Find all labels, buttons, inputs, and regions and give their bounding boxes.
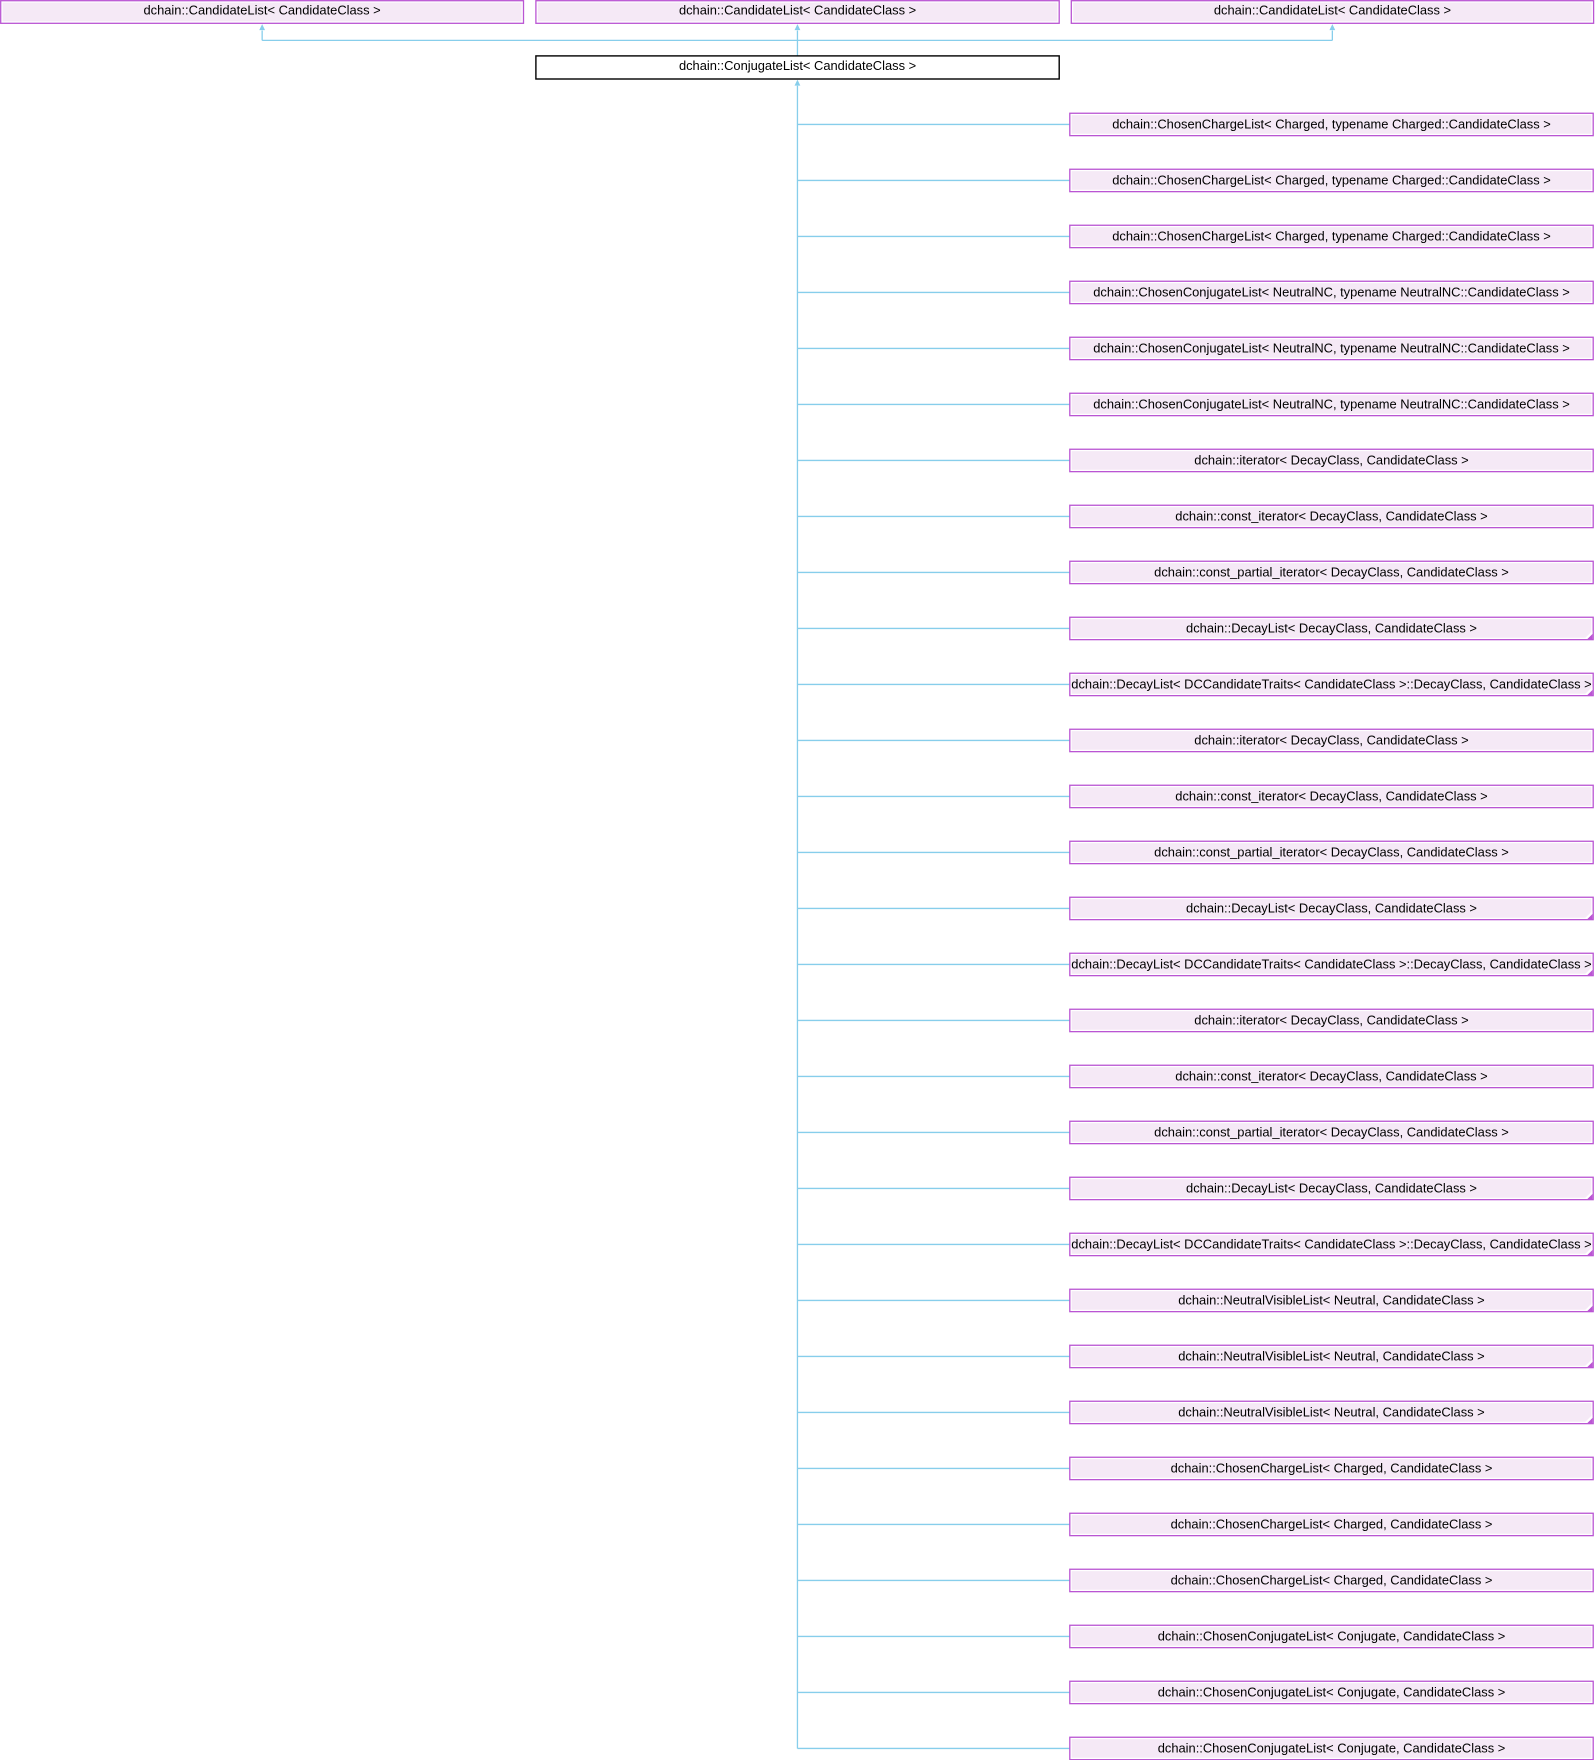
svg-text:dchain::ChosenConjugateList< N: dchain::ChosenConjugateList< NeutralNC, …	[1093, 284, 1570, 299]
svg-text:dchain::iterator< DecayClass,: dchain::iterator< DecayClass, CandidateC…	[1194, 452, 1468, 467]
svg-text:dchain::ChosenChargeList< Char: dchain::ChosenChargeList< Charged, Candi…	[1171, 1460, 1493, 1475]
svg-text:dchain::ChosenConjugateList< C: dchain::ChosenConjugateList< Conjugate, …	[1158, 1628, 1506, 1643]
svg-text:dchain::const_partial_iterator: dchain::const_partial_iterator< DecayCla…	[1154, 1124, 1509, 1139]
svg-text:dchain::ChosenChargeList< Char: dchain::ChosenChargeList< Charged, Candi…	[1171, 1572, 1493, 1587]
svg-text:dchain::CandidateList< Candida: dchain::CandidateList< CandidateClass >	[143, 2, 380, 17]
svg-text:dchain::ChosenChargeList< Char: dchain::ChosenChargeList< Charged, typen…	[1112, 172, 1551, 187]
svg-text:dchain::iterator< DecayClass,: dchain::iterator< DecayClass, CandidateC…	[1194, 1012, 1468, 1027]
svg-text:dchain::iterator< DecayClass,: dchain::iterator< DecayClass, CandidateC…	[1194, 732, 1468, 747]
svg-text:dchain::const_partial_iterator: dchain::const_partial_iterator< DecayCla…	[1154, 564, 1509, 579]
svg-text:dchain::ChosenConjugateList< N: dchain::ChosenConjugateList< NeutralNC, …	[1093, 396, 1570, 411]
svg-text:dchain::const_iterator< DecayC: dchain::const_iterator< DecayClass, Cand…	[1175, 788, 1487, 803]
svg-text:dchain::DecayList< DecayClass,: dchain::DecayList< DecayClass, Candidate…	[1186, 620, 1477, 635]
svg-text:dchain::CandidateList< Candida: dchain::CandidateList< CandidateClass >	[1214, 2, 1451, 17]
svg-text:dchain::const_iterator< DecayC: dchain::const_iterator< DecayClass, Cand…	[1175, 1068, 1487, 1083]
svg-text:dchain::NeutralVisibleList< Ne: dchain::NeutralVisibleList< Neutral, Can…	[1178, 1348, 1484, 1363]
svg-text:dchain::const_iterator< DecayC: dchain::const_iterator< DecayClass, Cand…	[1175, 508, 1487, 523]
svg-text:dchain::ChosenConjugateList< C: dchain::ChosenConjugateList< Conjugate, …	[1158, 1740, 1506, 1755]
svg-text:dchain::DecayList< DCCandidate: dchain::DecayList< DCCandidateTraits< Ca…	[1071, 676, 1591, 691]
svg-text:dchain::ChosenChargeList< Char: dchain::ChosenChargeList< Charged, typen…	[1112, 116, 1551, 131]
svg-text:dchain::NeutralVisibleList< Ne: dchain::NeutralVisibleList< Neutral, Can…	[1178, 1292, 1484, 1307]
svg-text:dchain::ConjugateList< Candida: dchain::ConjugateList< CandidateClass >	[679, 58, 916, 73]
svg-text:dchain::DecayList< DecayClass,: dchain::DecayList< DecayClass, Candidate…	[1186, 900, 1477, 915]
svg-text:dchain::ChosenChargeList< Char: dchain::ChosenChargeList< Charged, Candi…	[1171, 1516, 1493, 1531]
svg-text:dchain::ChosenChargeList< Char: dchain::ChosenChargeList< Charged, typen…	[1112, 228, 1551, 243]
svg-text:dchain::DecayList< DCCandidate: dchain::DecayList< DCCandidateTraits< Ca…	[1071, 956, 1591, 971]
svg-text:dchain::NeutralVisibleList< Ne: dchain::NeutralVisibleList< Neutral, Can…	[1178, 1404, 1484, 1419]
svg-text:dchain::DecayList< DCCandidate: dchain::DecayList< DCCandidateTraits< Ca…	[1071, 1236, 1591, 1251]
svg-text:dchain::const_partial_iterator: dchain::const_partial_iterator< DecayCla…	[1154, 844, 1509, 859]
svg-text:dchain::ChosenConjugateList< C: dchain::ChosenConjugateList< Conjugate, …	[1158, 1684, 1506, 1699]
svg-text:dchain::ChosenConjugateList< N: dchain::ChosenConjugateList< NeutralNC, …	[1093, 340, 1570, 355]
svg-text:dchain::DecayList< DecayClass,: dchain::DecayList< DecayClass, Candidate…	[1186, 1180, 1477, 1195]
svg-text:dchain::CandidateList< Candida: dchain::CandidateList< CandidateClass >	[679, 2, 916, 17]
